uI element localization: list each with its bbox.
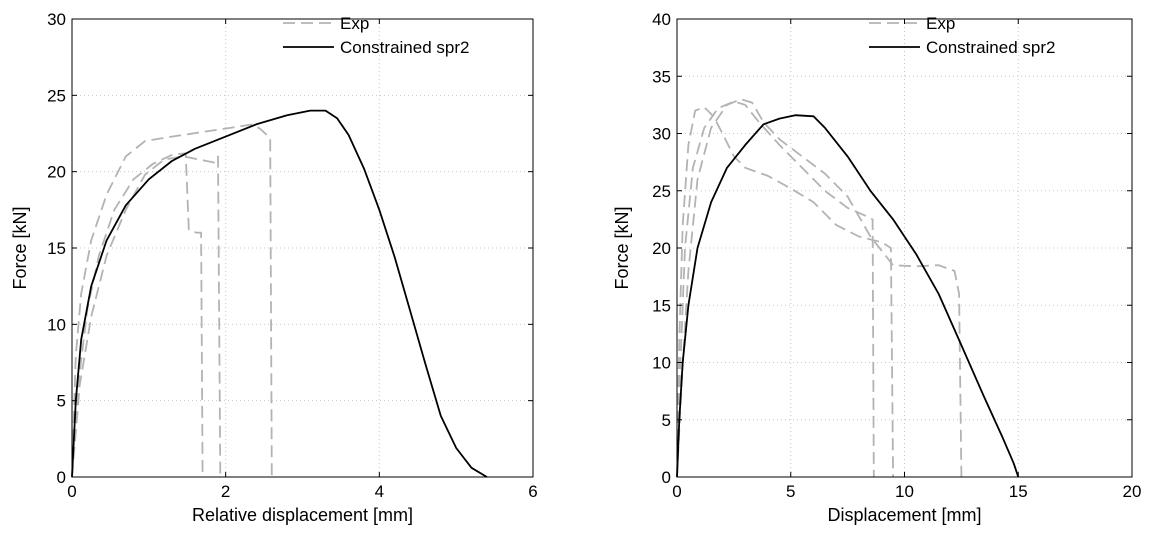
chart-1: 0 2 4 6 0 5 10 15 20 25 30 Relative displacement [m… bbox=[10, 10, 538, 525]
chart-1-series-line-4 bbox=[71, 109, 488, 478]
chart-1-y-tick-label: 5 bbox=[57, 392, 66, 411]
chart-2-x-tick-label: 0 bbox=[672, 482, 681, 501]
chart-1-y-tick-label: 30 bbox=[47, 10, 66, 29]
chart-2-y-tick-label: 15 bbox=[652, 296, 671, 315]
chart-2-y-tick-label: 0 bbox=[662, 468, 671, 487]
chart-2-y-tick-label: 20 bbox=[652, 239, 671, 258]
chart-2-x-tick-label: 20 bbox=[1123, 482, 1142, 501]
chart-2-y-tick-label: 30 bbox=[652, 125, 671, 144]
chart-1-y-tick-label: 0 bbox=[57, 468, 66, 487]
chart-1-y-tick-label: 10 bbox=[47, 315, 66, 334]
chart-2-series-line-2 bbox=[676, 100, 875, 478]
chart-2: 0 5 10 15 20 0 5 10 15 20 25 30 35 40 Displacement [mm… bbox=[612, 10, 1141, 525]
chart-1-y-tick-label: 20 bbox=[47, 163, 66, 182]
chart-2-legend-label: Constrained spr2 bbox=[926, 38, 1055, 57]
chart-1-x-axis-label: Relative displacement [mm] bbox=[192, 505, 413, 525]
chart-1-x-tick-label: 0 bbox=[67, 482, 76, 501]
chart-2-y-tick-label: 5 bbox=[662, 411, 671, 430]
chart-1-y-axis-label: Force [kN] bbox=[10, 206, 30, 289]
chart-1-series-line-3 bbox=[71, 155, 222, 478]
chart-1-x-tick-label: 6 bbox=[528, 482, 537, 501]
chart-1-x-tick-label: 4 bbox=[375, 482, 384, 501]
chart-2-y-axis-label: Force [kN] bbox=[612, 206, 632, 289]
chart-2-series-line-1 bbox=[676, 106, 894, 478]
chart-1-y-tick-label: 25 bbox=[47, 86, 66, 105]
chart-2-x-tick-label: 5 bbox=[786, 482, 795, 501]
chart-2-x-axis-label: Displacement [mm] bbox=[827, 505, 981, 525]
chart-1-legend: Exp Constrained spr2 bbox=[283, 14, 469, 57]
chart-1-x-tick-label: 2 bbox=[221, 482, 230, 501]
chart-2-x-tick-label: 10 bbox=[895, 482, 914, 501]
chart-1-y-tick-label: 15 bbox=[47, 239, 66, 258]
chart-2-y-tick-label: 25 bbox=[652, 182, 671, 201]
chart-2-series-line-3 bbox=[676, 98, 963, 478]
chart-2-y-tick-label: 10 bbox=[652, 354, 671, 373]
chart-1-legend-label: Exp bbox=[340, 14, 369, 33]
chart-2-y-tick-label: 35 bbox=[652, 67, 671, 86]
chart-2-x-tick-label: 15 bbox=[1009, 482, 1028, 501]
chart-2-legend-label: Exp bbox=[926, 14, 955, 33]
chart-1-legend-label: Constrained spr2 bbox=[340, 38, 469, 57]
chart-2-y-tick-label: 40 bbox=[652, 10, 671, 29]
chart-1-axes-frame bbox=[71, 18, 534, 478]
chart-1-series-line-1 bbox=[71, 123, 273, 478]
chart-2-legend: Exp Constrained spr2 bbox=[869, 14, 1055, 57]
chart-2-series-line-4 bbox=[676, 114, 1020, 478]
